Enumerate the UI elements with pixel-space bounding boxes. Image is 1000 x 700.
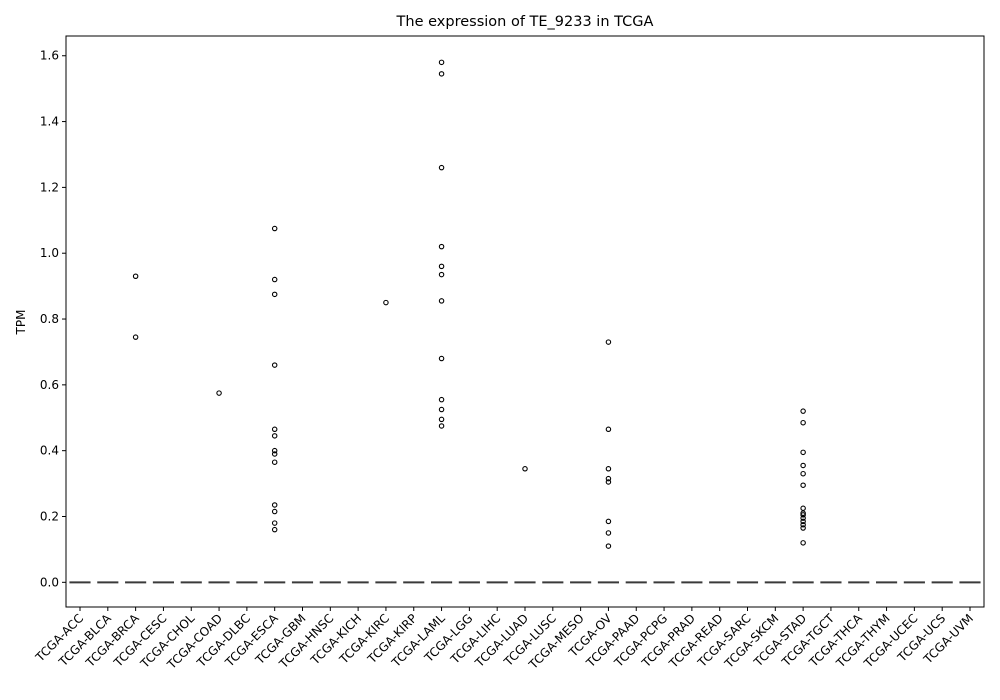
outlier-point bbox=[800, 449, 806, 456]
y-tick-label: 0.0 bbox=[40, 575, 59, 589]
outlier-point bbox=[271, 526, 278, 533]
y-tick-label: 0.6 bbox=[40, 378, 59, 392]
outlier-point bbox=[438, 396, 445, 403]
plot-marks bbox=[69, 59, 981, 584]
outlier-point bbox=[271, 433, 278, 439]
y-axis-ticks: 0.0 0.2 0.4 0.6 0.8 1.0 1.2 1.4 1.6 bbox=[40, 49, 66, 589]
outlier-point bbox=[605, 426, 612, 433]
outlier-point bbox=[800, 515, 806, 521]
y-tick-label: 1.6 bbox=[40, 49, 59, 63]
y-axis-label: TPM bbox=[14, 310, 28, 336]
outlier-point bbox=[800, 518, 806, 525]
y-tick-label: 1.0 bbox=[40, 246, 59, 260]
outlier-point bbox=[271, 502, 278, 508]
outlier-point bbox=[438, 423, 445, 429]
outlier-point bbox=[438, 71, 445, 77]
outlier-point bbox=[438, 416, 445, 423]
outlier-point bbox=[800, 470, 806, 477]
outlier-point bbox=[438, 263, 445, 270]
outlier-point bbox=[438, 271, 445, 278]
outlier-point bbox=[605, 339, 612, 345]
outlier-point bbox=[271, 447, 278, 454]
outlier-point bbox=[605, 479, 612, 485]
outlier-point bbox=[271, 291, 278, 298]
outlier-point bbox=[271, 225, 278, 232]
y-tick-label: 1.2 bbox=[40, 180, 59, 194]
outlier-point bbox=[132, 334, 139, 340]
outlier-point bbox=[271, 451, 278, 457]
outlier-point bbox=[605, 475, 612, 482]
outlier-point bbox=[132, 273, 139, 279]
outlier-point bbox=[605, 543, 612, 549]
outlier-point bbox=[438, 164, 445, 171]
y-tick-label: 0.8 bbox=[40, 312, 59, 326]
outlier-point bbox=[800, 525, 806, 531]
y-tick-label: 1.4 bbox=[40, 115, 59, 129]
outlier-point bbox=[271, 276, 278, 283]
outlier-point bbox=[605, 518, 612, 525]
outlier-point bbox=[438, 298, 445, 304]
outlier-point bbox=[800, 540, 806, 546]
outlier-point bbox=[522, 466, 528, 472]
outlier-point bbox=[271, 520, 278, 526]
outlier-point bbox=[800, 512, 806, 518]
outlier-point bbox=[438, 355, 445, 362]
outlier-point bbox=[800, 462, 806, 469]
y-tick-label: 0.2 bbox=[40, 509, 59, 523]
outlier-point bbox=[271, 362, 278, 368]
outlier-point bbox=[271, 459, 278, 465]
outlier-point bbox=[800, 482, 806, 488]
y-tick-label: 0.4 bbox=[40, 444, 59, 458]
outlier-point bbox=[438, 406, 445, 413]
outlier-point bbox=[800, 408, 806, 414]
x-axis-ticks: TCGA-ACCTCGA-BLCATCGA-BRCATCGA-CESCTCGA-… bbox=[32, 607, 976, 672]
outlier-point bbox=[605, 466, 612, 472]
plot-area-frame bbox=[65, 35, 985, 608]
outlier-point bbox=[271, 508, 278, 515]
outlier-point bbox=[216, 390, 222, 396]
outlier-point bbox=[438, 59, 445, 66]
outlier-point bbox=[271, 426, 278, 433]
outlier-point bbox=[800, 521, 806, 528]
outlier-point bbox=[383, 299, 389, 306]
chart-title: The expression of TE_9233 in TCGA bbox=[396, 14, 654, 30]
outlier-point bbox=[438, 243, 445, 250]
outlier-point bbox=[605, 530, 612, 536]
outlier-point bbox=[800, 505, 806, 512]
outlier-point bbox=[800, 419, 806, 426]
